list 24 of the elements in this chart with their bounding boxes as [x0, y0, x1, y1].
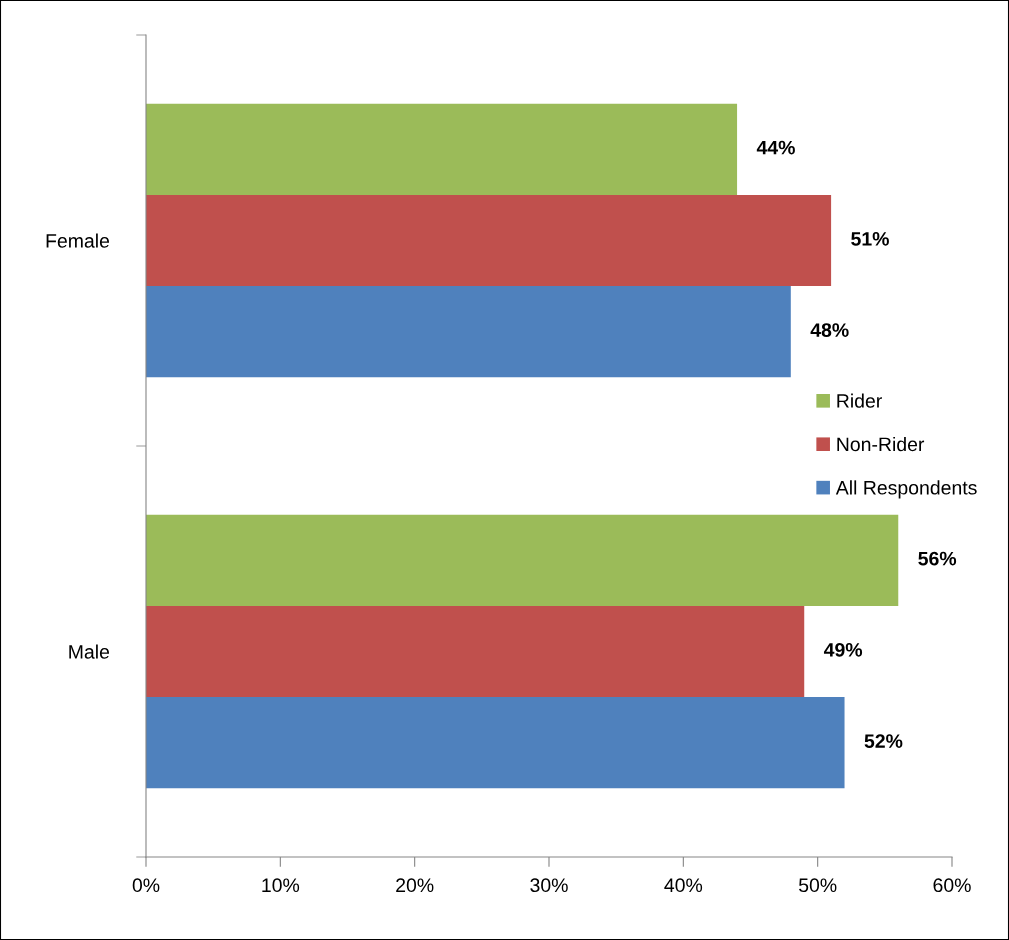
bar: [146, 286, 791, 378]
data-label: 48%: [810, 323, 849, 337]
data-label: 56%: [918, 551, 957, 566]
x-tick-label: 40%: [664, 878, 703, 893]
bar: [146, 194, 832, 287]
bar: [146, 514, 899, 606]
y-tick-label: Female: [46, 233, 110, 248]
x-tick-label: 50%: [798, 878, 837, 893]
x-tick-label: 60%: [933, 878, 971, 893]
legend-label: Rider: [837, 393, 882, 408]
data-label: 49%: [823, 642, 863, 657]
data-label: 52%: [864, 734, 903, 748]
bar: [146, 103, 738, 195]
data-label: 51%: [851, 232, 889, 246]
x-tick-label: 30%: [530, 878, 568, 893]
legend-label: All Respondents: [835, 480, 977, 499]
y-tick-label: Male: [69, 644, 110, 659]
x-tick-label: 10%: [262, 878, 300, 893]
x-tick-label: 0%: [132, 878, 160, 893]
legend-label: Non-Rider: [837, 436, 925, 452]
bar: [146, 605, 805, 698]
data-label: 44%: [756, 140, 795, 155]
x-tick-label: 20%: [396, 878, 434, 893]
bar: [146, 697, 845, 789]
